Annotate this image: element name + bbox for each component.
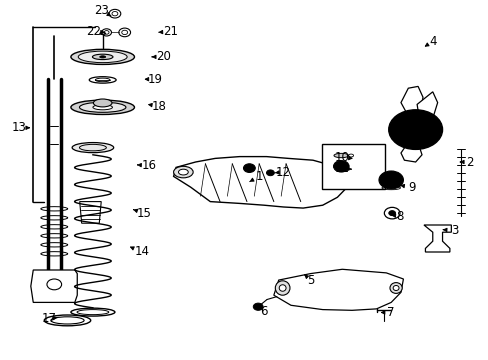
Text: 22: 22 [86, 25, 101, 38]
Ellipse shape [392, 285, 398, 291]
Ellipse shape [78, 51, 127, 63]
Text: 10: 10 [334, 151, 349, 164]
Polygon shape [400, 86, 422, 112]
Circle shape [333, 161, 348, 172]
Text: 18: 18 [151, 100, 166, 113]
Text: 3: 3 [450, 224, 458, 237]
Text: 19: 19 [148, 73, 163, 86]
Ellipse shape [71, 100, 134, 114]
Polygon shape [31, 270, 77, 302]
Text: 17: 17 [41, 312, 56, 325]
Text: 11: 11 [334, 162, 349, 175]
Text: 4: 4 [428, 35, 436, 48]
Circle shape [243, 164, 255, 172]
Polygon shape [400, 146, 421, 162]
Text: 12: 12 [276, 166, 290, 179]
Circle shape [406, 123, 424, 136]
Circle shape [337, 164, 344, 169]
Ellipse shape [100, 56, 105, 58]
Circle shape [388, 211, 395, 216]
Polygon shape [173, 157, 351, 208]
Polygon shape [273, 269, 403, 310]
Circle shape [253, 303, 263, 310]
Text: 23: 23 [94, 4, 109, 17]
Text: 20: 20 [156, 50, 171, 63]
Text: 13: 13 [12, 121, 27, 134]
Ellipse shape [100, 32, 105, 35]
Circle shape [385, 176, 396, 184]
Circle shape [388, 110, 442, 149]
Ellipse shape [178, 169, 188, 175]
Text: 8: 8 [395, 210, 403, 222]
Ellipse shape [71, 49, 134, 64]
Text: 7: 7 [386, 306, 394, 319]
Circle shape [246, 166, 251, 170]
Text: 15: 15 [137, 207, 151, 220]
Bar [321, 144, 385, 189]
Ellipse shape [389, 283, 401, 293]
Text: 16: 16 [142, 159, 156, 172]
Text: 1: 1 [255, 170, 263, 183]
Text: 6: 6 [260, 305, 267, 318]
Ellipse shape [72, 143, 113, 153]
Text: 21: 21 [163, 25, 177, 38]
Polygon shape [423, 225, 450, 252]
Ellipse shape [340, 179, 348, 184]
Ellipse shape [333, 153, 348, 158]
Ellipse shape [93, 99, 112, 107]
Circle shape [378, 171, 403, 189]
Text: 9: 9 [407, 181, 415, 194]
Ellipse shape [92, 54, 113, 59]
Text: 14: 14 [134, 246, 149, 258]
Circle shape [396, 116, 433, 143]
Ellipse shape [335, 176, 353, 187]
Ellipse shape [79, 102, 126, 112]
Text: 2: 2 [465, 156, 472, 168]
Ellipse shape [93, 105, 112, 110]
Polygon shape [416, 92, 437, 117]
Circle shape [266, 170, 274, 176]
Ellipse shape [275, 281, 289, 295]
Ellipse shape [173, 166, 193, 178]
Text: 5: 5 [306, 274, 314, 287]
Polygon shape [80, 202, 101, 223]
Ellipse shape [279, 285, 285, 291]
